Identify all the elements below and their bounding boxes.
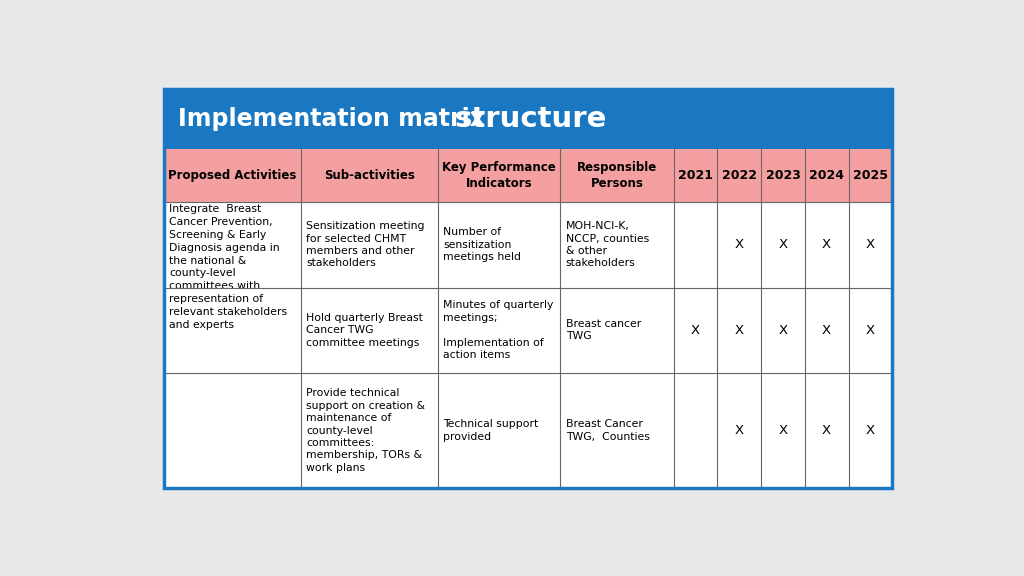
Text: Breast cancer
TWG: Breast cancer TWG xyxy=(565,319,641,342)
Bar xyxy=(164,149,892,202)
Text: 2022: 2022 xyxy=(722,169,757,182)
Text: X: X xyxy=(778,324,787,337)
Text: X: X xyxy=(822,424,831,437)
Text: Minutes of quarterly
meetings;

Implementation of
action items: Minutes of quarterly meetings; Implement… xyxy=(443,301,554,360)
Text: X: X xyxy=(778,238,787,251)
Text: Sensitization meeting
for selected CHMT
members and other
stakeholders: Sensitization meeting for selected CHMT … xyxy=(306,221,425,268)
Text: X: X xyxy=(866,424,874,437)
Text: Hold quarterly Breast
Cancer TWG
committee meetings: Hold quarterly Breast Cancer TWG committ… xyxy=(306,313,423,348)
Text: X: X xyxy=(822,324,831,337)
Bar xyxy=(164,89,892,149)
Text: Sub-activities: Sub-activities xyxy=(324,169,415,182)
Text: 2023: 2023 xyxy=(766,169,801,182)
Text: Breast Cancer
TWG,  Counties: Breast Cancer TWG, Counties xyxy=(565,419,649,442)
Text: X: X xyxy=(778,424,787,437)
Text: 2021: 2021 xyxy=(678,169,713,182)
Text: X: X xyxy=(734,424,743,437)
Text: 2024: 2024 xyxy=(809,169,844,182)
Text: MOH-NCI-K,
NCCP, counties
& other
stakeholders: MOH-NCI-K, NCCP, counties & other stakeh… xyxy=(565,221,649,268)
Text: Proposed Activities: Proposed Activities xyxy=(168,169,296,182)
Text: Number of
sensitization
meetings held: Number of sensitization meetings held xyxy=(443,228,521,262)
Text: Provide technical
support on creation &
maintenance of
county-level
committees:
: Provide technical support on creation & … xyxy=(306,388,425,473)
Text: X: X xyxy=(691,324,700,337)
Text: X: X xyxy=(734,324,743,337)
Text: Integrate  Breast
Cancer Prevention,
Screening & Early
Diagnosis agenda in
the n: Integrate Breast Cancer Prevention, Scre… xyxy=(169,204,288,329)
Text: Implementation matrix: Implementation matrix xyxy=(178,107,494,131)
Text: X: X xyxy=(734,238,743,251)
Text: X: X xyxy=(822,238,831,251)
Text: Responsible
Persons: Responsible Persons xyxy=(577,161,657,190)
Bar xyxy=(164,89,892,488)
Bar xyxy=(164,202,892,488)
Text: structure: structure xyxy=(455,105,606,133)
Text: 2025: 2025 xyxy=(853,169,888,182)
Text: X: X xyxy=(866,324,874,337)
Text: X: X xyxy=(866,238,874,251)
Text: Technical support
provided: Technical support provided xyxy=(443,419,539,442)
Text: Key Performance
Indicators: Key Performance Indicators xyxy=(442,161,556,190)
